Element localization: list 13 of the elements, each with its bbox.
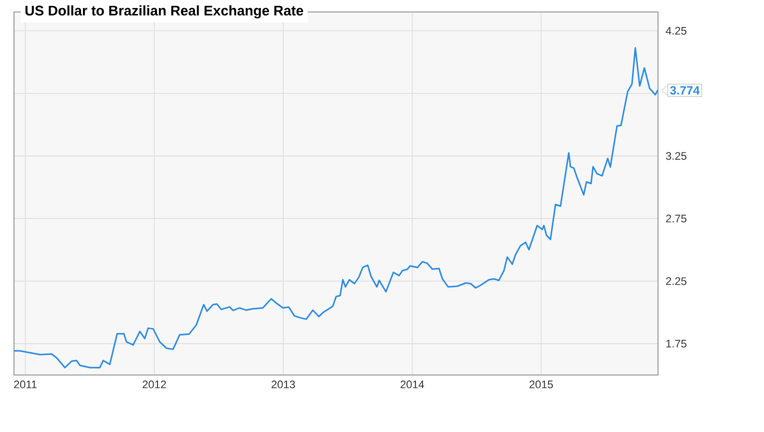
x-tick-label: 2014 [400, 380, 424, 388]
x-tick-label: 2015 [530, 380, 553, 388]
x-tick-label: 2012 [142, 380, 166, 388]
x-tick-label: 2011 [14, 380, 37, 388]
y-tick-label: 4.25 [666, 26, 686, 35]
y-tick-label: 1.75 [666, 340, 686, 348]
y-tick-label: 2.75 [666, 214, 686, 222]
annotation: 3.774 [670, 86, 700, 95]
y-tick-label: 3.25 [666, 152, 686, 160]
y-tick-label: 2.25 [666, 277, 686, 285]
chart-title: US Dollar to Brazilian Real Exchange Rate [25, 5, 304, 18]
x-tick-label: 2013 [272, 380, 295, 388]
line-series [13, 47, 658, 368]
